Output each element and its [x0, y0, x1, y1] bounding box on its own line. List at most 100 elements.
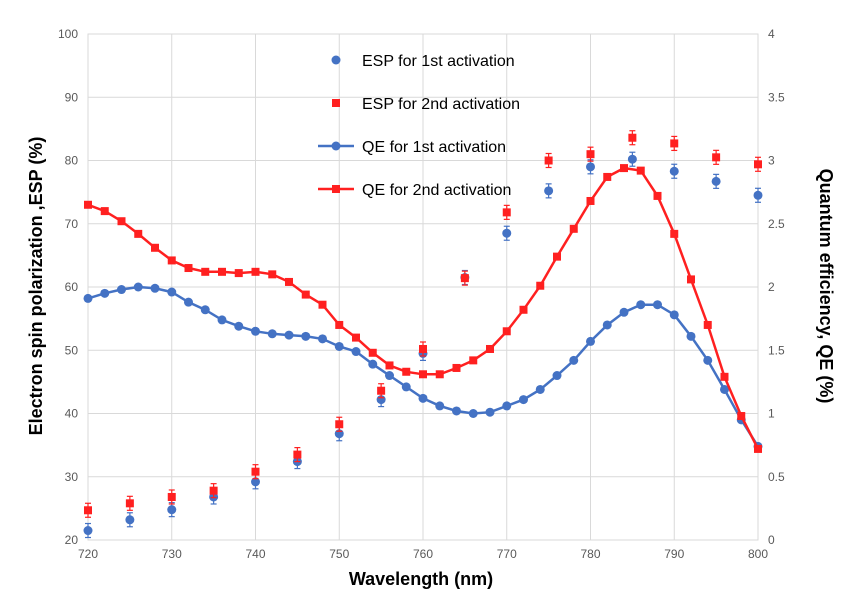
data-point — [627, 154, 637, 164]
y-right-tick-label: 0.5 — [768, 470, 785, 484]
data-point — [586, 162, 595, 172]
data-point — [502, 228, 512, 238]
data-point — [703, 355, 713, 365]
data-point — [251, 326, 260, 336]
y-left-tick-label: 20 — [65, 533, 79, 547]
data-point — [468, 409, 478, 418]
data-point — [334, 341, 344, 351]
y-left-tick-label: 60 — [65, 280, 79, 294]
y-right-tick-label: 0 — [768, 533, 775, 547]
data-point — [234, 321, 244, 331]
y-left-tick-label: 30 — [65, 470, 79, 484]
data-point — [754, 160, 762, 169]
data-point — [368, 359, 378, 369]
y-right-tick-label: 1.5 — [768, 343, 785, 357]
data-point — [419, 344, 427, 353]
data-point — [720, 372, 729, 381]
data-point — [184, 297, 193, 307]
data-point — [201, 267, 210, 276]
series-4 — [84, 164, 762, 453]
data-point — [301, 331, 311, 341]
data-point — [418, 393, 428, 403]
data-point — [125, 499, 134, 508]
data-point — [284, 330, 294, 340]
legend-marker — [332, 185, 340, 193]
data-point — [452, 406, 461, 416]
y-right-tick-label: 2 — [768, 280, 775, 294]
data-point — [419, 370, 427, 379]
data-point — [117, 285, 126, 295]
data-point — [754, 444, 762, 453]
data-point — [569, 355, 579, 365]
data-point — [184, 264, 193, 273]
data-point — [351, 347, 361, 357]
data-point — [544, 156, 553, 165]
data-point — [167, 492, 176, 501]
data-point — [133, 282, 143, 292]
data-point — [285, 277, 293, 286]
data-point — [293, 450, 302, 459]
data-point — [469, 356, 478, 365]
data-point — [368, 348, 377, 357]
y-right-tick-label: 2.5 — [768, 217, 785, 231]
data-point — [653, 191, 662, 200]
data-point — [301, 290, 310, 299]
data-point — [234, 269, 243, 278]
data-point — [217, 315, 227, 325]
legend-marker — [331, 141, 341, 151]
data-point — [669, 166, 679, 176]
y-right-tick-label: 4 — [768, 27, 775, 41]
y-left-tick-label: 90 — [65, 90, 79, 104]
legend-item: QE for 2nd activation — [318, 182, 511, 199]
data-point — [352, 333, 360, 342]
x-tick-label: 750 — [329, 547, 349, 561]
y-left-tick-label: 50 — [65, 343, 79, 357]
data-point — [218, 267, 226, 276]
data-point — [703, 320, 712, 329]
data-point — [687, 275, 695, 284]
data-point — [167, 256, 176, 265]
data-point — [167, 287, 177, 297]
data-point — [134, 229, 143, 238]
data-point — [100, 288, 110, 298]
data-point — [628, 133, 637, 142]
legend-item: ESP for 2nd activation — [332, 96, 520, 113]
y-left-tick-labels: 20 30 40 50 60 70 80 90 100 — [58, 27, 78, 547]
x-tick-label: 770 — [497, 547, 517, 561]
series-layer — [83, 130, 763, 539]
data-point — [335, 420, 344, 429]
data-point — [117, 217, 126, 226]
data-point — [402, 367, 411, 376]
data-point — [553, 252, 561, 261]
data-point — [636, 166, 645, 175]
data-point — [753, 190, 763, 200]
data-point — [385, 361, 394, 370]
y-right-tick-label: 1 — [768, 407, 775, 421]
y-left-tick-label: 70 — [65, 217, 79, 231]
data-point — [586, 150, 595, 159]
data-point — [150, 283, 160, 293]
data-point — [569, 224, 578, 233]
x-tick-label: 740 — [245, 547, 265, 561]
data-point — [536, 281, 545, 290]
series-2 — [84, 130, 762, 518]
plot-frame — [87, 33, 759, 541]
legend: ESP for 1st activation ESP for 2nd activa… — [318, 53, 520, 199]
y-right-tick-label: 3.5 — [768, 90, 785, 104]
data-point — [586, 336, 595, 346]
data-point — [318, 334, 327, 344]
legend-item: ESP for 1st activation — [331, 53, 515, 70]
x-tick-label: 780 — [580, 547, 600, 561]
data-point — [485, 407, 495, 417]
x-axis-title: Wavelength (nm) — [349, 569, 493, 589]
legend-label: QE for 2nd activation — [362, 182, 511, 199]
data-point — [385, 371, 394, 381]
data-point — [519, 305, 528, 314]
data-point — [712, 153, 721, 162]
data-point — [251, 467, 260, 476]
data-point — [670, 139, 679, 148]
y-left-tick-label: 40 — [65, 407, 79, 421]
data-point — [544, 186, 554, 196]
y-right-tick-labels: 0 0.5 1 1.5 2 2.5 3 3.5 4 — [768, 27, 785, 547]
data-point — [84, 506, 92, 515]
